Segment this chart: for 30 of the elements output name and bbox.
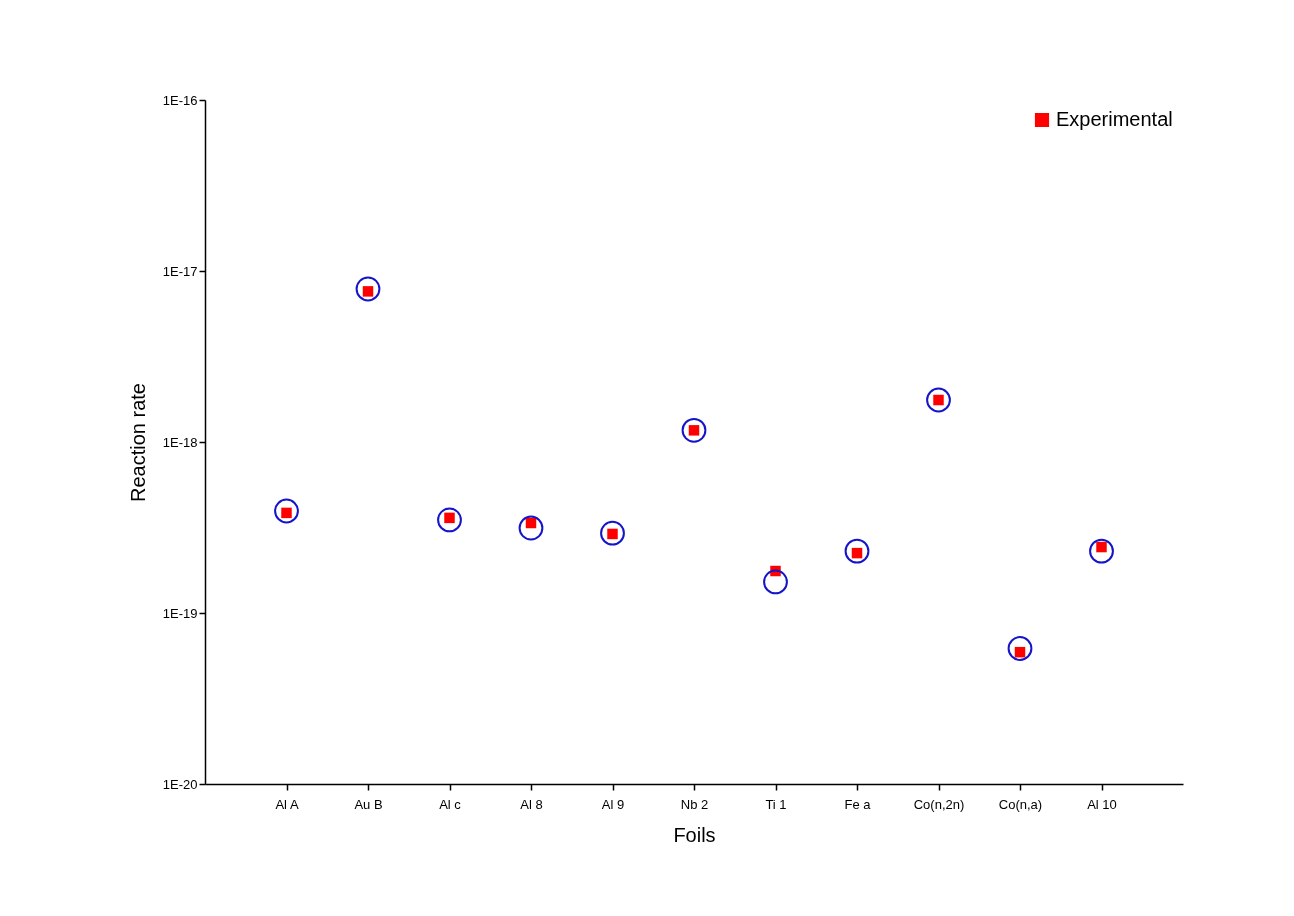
legend-label: Experimental	[1056, 108, 1173, 130]
point	[926, 387, 951, 413]
point	[274, 498, 299, 524]
x-tick-label: Ti 1	[765, 796, 787, 812]
point	[1007, 636, 1033, 661]
point	[355, 276, 381, 302]
y-axis-title: Reaction rate	[126, 383, 149, 502]
point	[763, 569, 788, 595]
x-axis-title: Foils	[673, 823, 716, 846]
x-tick-label: Au B	[354, 796, 383, 812]
point	[1089, 538, 1114, 564]
x-tick-label: Al c	[439, 796, 462, 812]
y-tick-label: 1E-16	[162, 92, 198, 108]
point	[844, 538, 870, 564]
x-tick-label: Co(n,a)	[998, 796, 1043, 812]
y-tick-label: 1E-20	[162, 776, 198, 792]
x-tick-label: Al 9	[601, 796, 625, 812]
point	[681, 417, 707, 443]
x-tick-label: Nb 2	[680, 796, 709, 812]
x-tick-label: Al 8	[520, 796, 543, 812]
y-tick-label: 1E-18	[162, 434, 198, 450]
x-tick-label: Al A	[275, 796, 299, 812]
point	[600, 520, 625, 546]
point	[518, 515, 544, 541]
x-tick-label: Fe a	[844, 796, 872, 812]
y-tick-label: 1E-17	[162, 263, 198, 279]
point	[437, 507, 462, 533]
x-tick-label: Al 10	[1087, 796, 1117, 812]
x-tick-label: Co(n,2n)	[913, 796, 965, 812]
y-tick-label: 1E-19	[162, 605, 198, 621]
